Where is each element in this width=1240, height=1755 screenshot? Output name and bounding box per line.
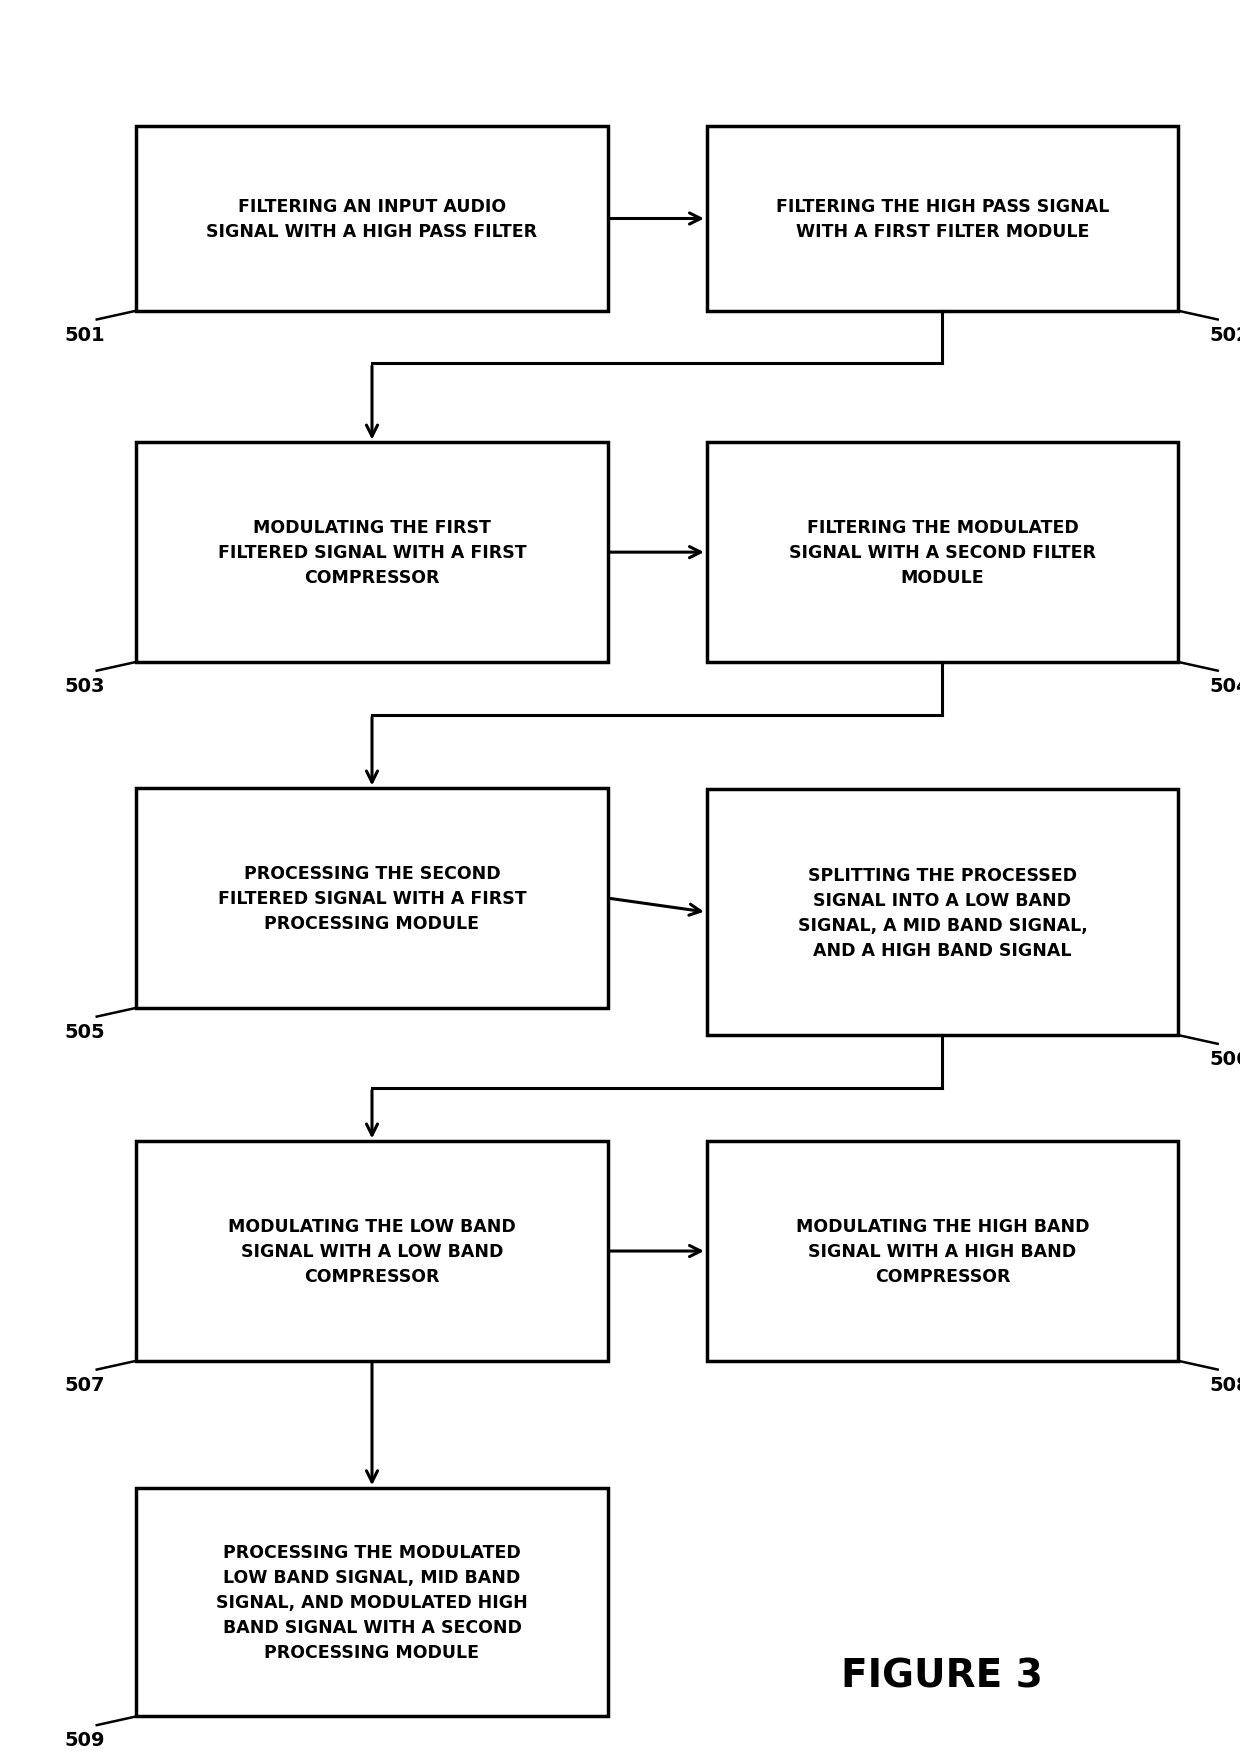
Bar [707,442,1178,662]
Text: 506: 506 [1210,1049,1240,1069]
Text: 502: 502 [1210,326,1240,344]
Text: PROCESSING THE SECOND
FILTERED SIGNAL WITH A FIRST
PROCESSING MODULE: PROCESSING THE SECOND FILTERED SIGNAL WI… [218,865,526,932]
Text: FILTERING THE MODULATED
SIGNAL WITH A SECOND FILTER
MODULE: FILTERING THE MODULATED SIGNAL WITH A SE… [789,519,1096,586]
Bar [707,128,1178,312]
Bar [136,1143,608,1362]
Text: 504: 504 [1210,676,1240,695]
Bar [136,442,608,662]
Text: 508: 508 [1210,1376,1240,1393]
Text: 509: 509 [64,1730,104,1750]
Bar [136,128,608,312]
Bar [707,790,1178,1035]
Text: MODULATING THE HIGH BAND
SIGNAL WITH A HIGH BAND
COMPRESSOR: MODULATING THE HIGH BAND SIGNAL WITH A H… [796,1218,1089,1285]
Bar [136,790,608,1007]
Text: FIGURE 3: FIGURE 3 [842,1657,1043,1695]
Text: SPLITTING THE PROCESSED
SIGNAL INTO A LOW BAND
SIGNAL, A MID BAND SIGNAL,
AND A : SPLITTING THE PROCESSED SIGNAL INTO A LO… [797,867,1087,958]
Text: FILTERING THE HIGH PASS SIGNAL
WITH A FIRST FILTER MODULE: FILTERING THE HIGH PASS SIGNAL WITH A FI… [776,198,1109,240]
Text: MODULATING THE FIRST
FILTERED SIGNAL WITH A FIRST
COMPRESSOR: MODULATING THE FIRST FILTERED SIGNAL WIT… [218,519,526,586]
Text: 503: 503 [64,676,104,695]
Text: 507: 507 [64,1376,104,1393]
Text: 505: 505 [64,1021,104,1041]
Bar [136,1488,608,1716]
Text: PROCESSING THE MODULATED
LOW BAND SIGNAL, MID BAND
SIGNAL, AND MODULATED HIGH
BA: PROCESSING THE MODULATED LOW BAND SIGNAL… [216,1543,528,1662]
Text: MODULATING THE LOW BAND
SIGNAL WITH A LOW BAND
COMPRESSOR: MODULATING THE LOW BAND SIGNAL WITH A LO… [228,1218,516,1285]
Bar [707,1143,1178,1362]
Text: FILTERING AN INPUT AUDIO
SIGNAL WITH A HIGH PASS FILTER: FILTERING AN INPUT AUDIO SIGNAL WITH A H… [206,198,538,240]
Text: 501: 501 [64,326,104,344]
